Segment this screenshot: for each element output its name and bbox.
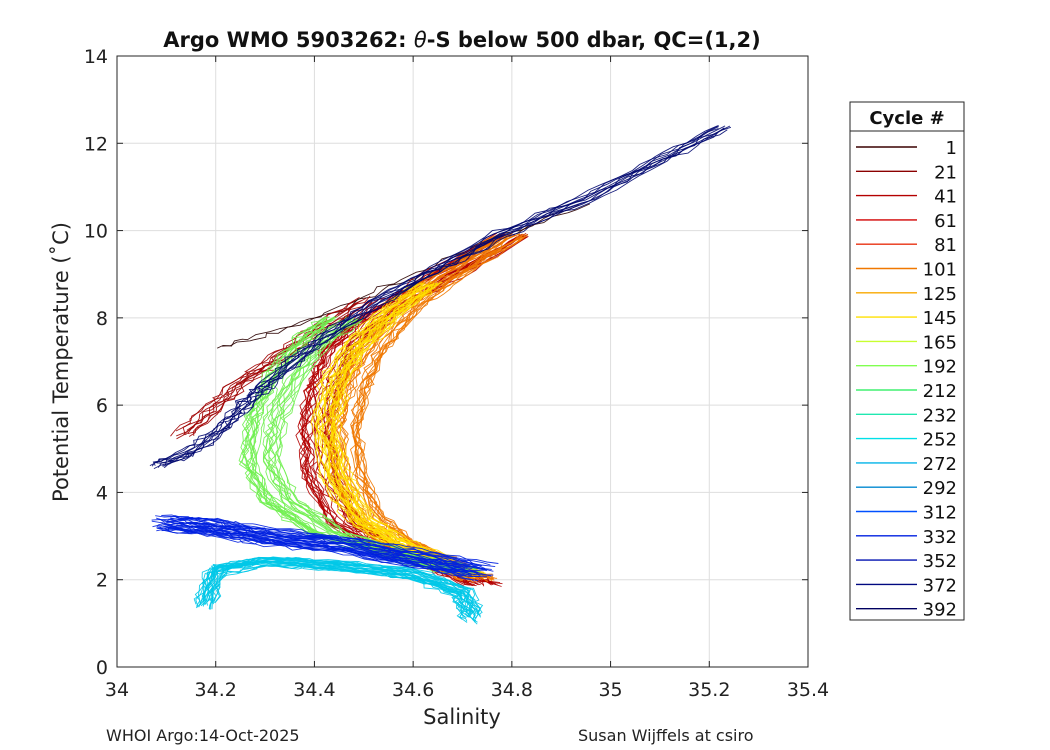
legend-label-61: 61 (934, 211, 957, 232)
profile-line-cycle-312-392 (158, 518, 473, 570)
legend-label-1: 1 (946, 138, 957, 159)
profile-line-cycle-352-392 (163, 129, 728, 469)
x-tick-label: 34 (105, 679, 129, 701)
legend-label-212: 212 (923, 381, 957, 402)
legend-label-332: 332 (923, 527, 957, 548)
y-axis-label: Potential Temperature (˚C) (49, 222, 73, 502)
x-tick-label: 34.4 (293, 679, 335, 701)
x-tick-label: 35.4 (787, 679, 829, 701)
tick-marks (116, 55, 809, 668)
plot-frame (116, 55, 809, 668)
x-tick-label: 34.6 (392, 679, 434, 701)
legend: Cycle # 1 21 41 61 81 101 125 145 165 192 212 232 25… (849, 101, 965, 621)
legend-label-165: 165 (923, 332, 957, 353)
y-tick-label: 10 (84, 221, 108, 243)
profile-line-cycle-21-81-fresh (170, 299, 356, 437)
legend-label-392: 392 (923, 600, 957, 621)
x-tick-label: 34.2 (195, 679, 237, 701)
legend-label-232: 232 (923, 405, 957, 426)
legend-box (849, 101, 965, 621)
legend-label-372: 372 (923, 575, 957, 596)
profile-line-cycle-21-81-fresh (187, 299, 373, 435)
legend-label-125: 125 (923, 284, 957, 305)
profile-line-cycle-352-392 (162, 126, 732, 467)
legend-label-352: 352 (923, 551, 957, 572)
profile-line-cycle-352-392 (164, 125, 731, 466)
profile-line-cycle-312-392 (166, 521, 486, 570)
legend-label-101: 101 (923, 260, 957, 281)
y-tick-label: 4 (96, 482, 108, 504)
profile-line-cycle-312-392 (176, 516, 496, 568)
profile-line-cycle-312-392 (151, 519, 468, 569)
legend-label-272: 272 (923, 454, 957, 475)
plot-area: 34 34.2 34.4 34.6 34.8 35 35.2 35.4 0 2 4 6 8 10 12 14 (84, 46, 829, 701)
legend-title: Cycle # (869, 108, 944, 129)
profile-line-cycle-312-392 (174, 514, 491, 566)
legend-label-41: 41 (934, 187, 957, 208)
profile-line-cycle-312-392 (156, 527, 470, 576)
legend-label-21: 21 (934, 162, 957, 183)
y-tick-labels: 0 2 4 6 8 10 12 14 (84, 46, 108, 679)
profile-line-cycle-352-392 (151, 128, 719, 467)
y-tick-label: 0 (96, 657, 108, 679)
x-axis-label: Salinity (423, 705, 501, 729)
profile-line-cycle-312-392 (155, 515, 474, 565)
legend-label-81: 81 (934, 235, 957, 256)
legend-label-192: 192 (923, 357, 957, 378)
x-tick-labels: 34 34.2 34.4 34.6 34.8 35 35.2 35.4 (105, 679, 829, 701)
profile-line-cycle-125-145 (332, 282, 483, 576)
data-lines (149, 125, 732, 625)
x-tick-label: 35.2 (688, 679, 730, 701)
profile-line-cycle-125-145 (315, 284, 469, 580)
profile-line-cycle-312-392 (157, 523, 476, 576)
x-tick-label: 34.8 (491, 679, 533, 701)
profile-line-cycle-21-81-fresh (176, 303, 358, 440)
profile-line-cycle-312-392 (167, 523, 488, 572)
y-tick-label: 2 (96, 570, 108, 592)
profile-line-cycle-232-292 (206, 558, 477, 615)
legend-label-312: 312 (923, 503, 957, 524)
profile-line-cycle-125-145 (332, 282, 479, 577)
profile-line-cycle-352-392 (152, 126, 719, 466)
chart-title: Argo WMO 5903262: θ-S below 500 dbar, QC… (163, 28, 760, 52)
y-tick-label: 8 (96, 308, 108, 330)
legend-label-252: 252 (923, 430, 957, 451)
y-tick-label: 12 (84, 133, 108, 155)
y-tick-label: 14 (84, 46, 108, 68)
legend-label-145: 145 (923, 308, 957, 329)
footer-right: Susan Wijffels at csiro (578, 726, 754, 745)
y-tick-label: 6 (96, 395, 108, 417)
legend-entries: 1 21 41 61 81 101 125 145 165 192 212 232 252 272 292 3… (856, 138, 957, 621)
profile-line-cycle-232-292 (193, 558, 467, 618)
footer-left: WHOI Argo:14-Oct-2025 (106, 726, 300, 745)
profile-line-cycle-352-392 (155, 125, 720, 464)
x-tick-label: 35 (598, 679, 622, 701)
profile-line-cycle-165-212 (238, 319, 449, 574)
legend-label-292: 292 (923, 478, 957, 499)
